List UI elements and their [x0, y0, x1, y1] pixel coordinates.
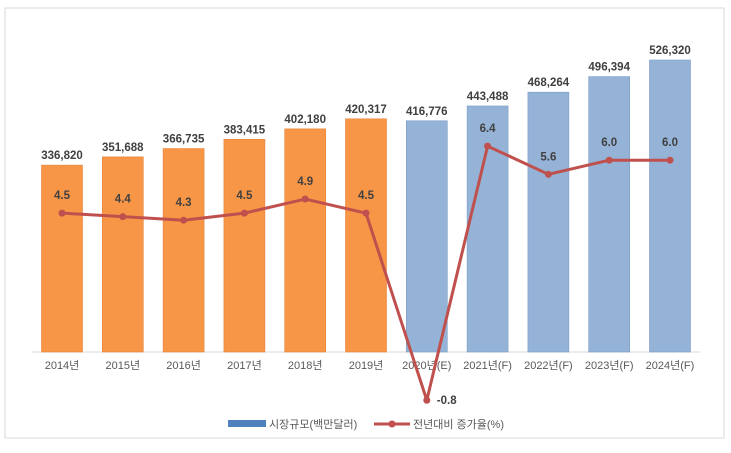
bar-value-label: 496,394 [588, 62, 630, 74]
bar-value-label: 416,776 [406, 106, 448, 118]
bar-value-label: 402,180 [284, 114, 326, 126]
bar-value-label: 526,320 [649, 45, 691, 57]
x-tick-label: 2021년(F) [463, 359, 512, 372]
bar [588, 76, 631, 353]
bar-value-label: 366,735 [163, 134, 205, 146]
growth-value-label: 6.4 [480, 123, 497, 135]
growth-point [58, 209, 66, 217]
bar-value-label: 420,317 [345, 104, 387, 116]
growth-value-label: 4.3 [176, 197, 192, 209]
growth-point [301, 195, 309, 203]
x-tick-label: 2015년 [106, 359, 141, 372]
bar [649, 59, 691, 353]
x-tick-label: 2014년 [45, 359, 80, 372]
growth-point [180, 216, 188, 224]
growth-point [666, 156, 674, 164]
bar [527, 91, 570, 353]
growth-point [362, 209, 370, 217]
x-tick-label: 2016년 [166, 359, 201, 372]
growth-point [605, 156, 613, 164]
growth-value-label: -0.8 [437, 395, 457, 407]
x-tick-label: 2019년 [349, 359, 384, 372]
legend-line-marker [388, 420, 396, 428]
bar [102, 156, 144, 353]
bar [284, 128, 327, 353]
bar-value-label: 383,415 [224, 124, 266, 136]
growth-value-label: 4.9 [297, 176, 313, 188]
growth-point [544, 170, 552, 178]
growth-point [423, 396, 431, 404]
legend-bar-swatch [228, 420, 266, 427]
bar-value-label: 336,820 [41, 150, 83, 162]
growth-value-label: 4.5 [236, 190, 253, 202]
bar-value-label: 443,488 [467, 91, 509, 103]
x-tick-label: 2023년(F) [585, 359, 634, 372]
growth-point [484, 142, 492, 150]
legend-line-label: 전년대비 증가율(%) [413, 418, 504, 431]
growth-point [240, 209, 248, 217]
growth-value-label: 6.0 [601, 137, 617, 149]
legend: 시장규모(백만달러) 전년대비 증가율(%) [228, 418, 504, 431]
bar [223, 138, 266, 353]
growth-value-label: 4.4 [115, 194, 132, 206]
growth-point [119, 213, 127, 221]
growth-value-label: 5.6 [540, 151, 556, 163]
bar-value-label: 468,264 [528, 77, 570, 89]
x-tick-label: 2017년 [227, 359, 262, 372]
bar-value-label: 351,688 [102, 142, 144, 154]
x-tick-label: 2024년(F) [646, 359, 695, 372]
bar [405, 120, 448, 353]
bar [162, 148, 205, 353]
x-tick-label: 2020년(E) [402, 359, 451, 372]
x-tick-label: 2018년 [288, 359, 323, 372]
growth-value-label: 4.5 [358, 190, 375, 202]
growth-value-label: 6.0 [662, 137, 678, 149]
growth-value-label: 4.5 [54, 190, 71, 202]
x-tick-label: 2022년(F) [524, 359, 573, 372]
legend-bar-label: 시장규모(백만달러) [269, 418, 357, 431]
bar [345, 118, 387, 353]
bar [41, 164, 83, 353]
